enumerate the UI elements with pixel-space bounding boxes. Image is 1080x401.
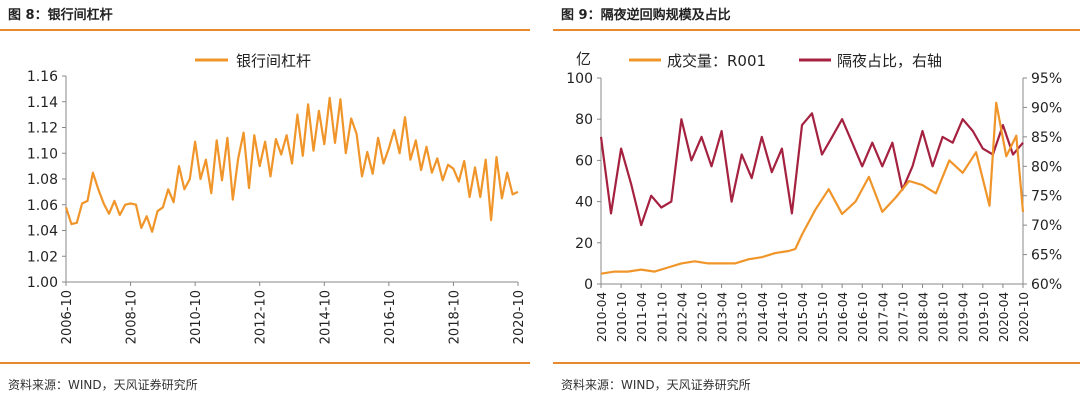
y-tick-label: 1.00 [27,275,58,291]
x-tick-label: 2014-04 [756,292,770,342]
x-tick-label: 2017-10 [896,292,910,342]
x-tick-label: 2013-04 [716,292,730,342]
x-tick-label: 2012-10 [695,292,709,342]
x-tick-label: 2014-10 [776,292,790,342]
leverage-chart: 1.00 1.02 1.04 1.06 1.08 1.10 1.12 1.14 1.16 2006… [27,52,527,344]
x-tick-label: 2018-04 [917,292,931,342]
figure-title: 图 9：隔夜逆回购规模及占比 [561,8,731,23]
x-tick-label: 2016-10 [383,290,398,344]
right-y-tick-label: 85% [1031,130,1062,146]
x-tick-label: 2017-04 [876,292,890,342]
source-rule [0,362,530,364]
x-tick-label: 2012-04 [675,292,689,342]
x-tick-label: 2010-10 [189,290,204,344]
left-axis-unit: 亿 [576,50,591,68]
x-tick-label: 2015-04 [796,292,810,342]
y-tick-label: 1.04 [27,224,58,240]
x-tick-label: 2014-10 [318,290,333,344]
left-y-tick-label: 100 [566,71,593,87]
x-tick-label: 2013-10 [736,292,750,342]
right-y-tick-label: 65% [1031,248,1062,264]
x-tick-label: 2018-10 [447,290,462,344]
series-line-r001-volume [600,101,1025,275]
y-tick-label: 1.02 [27,249,58,265]
left-y-tick-label: 60 [575,153,593,169]
legend-label-leverage: 银行间杠杆 [236,52,311,70]
right-y-tick-label: 95% [1031,71,1062,87]
right-y-tick-label: 75% [1031,189,1062,205]
left-y-tick-label: 40 [575,195,593,211]
x-tick-label: 2020-10 [1017,292,1031,342]
y-tick-label: 1.16 [27,69,58,85]
y-tick-label: 1.10 [27,146,58,162]
x-tick-label: 2011-10 [655,292,669,342]
x-tick-label: 2020-04 [997,292,1011,342]
title-rule [553,29,1080,31]
right-y-tick-label: 70% [1031,218,1062,234]
figure-title: 图 8：银行间杠杆 [8,8,113,23]
x-tick-label: 2019-04 [957,292,971,342]
y-tick-label: 1.14 [27,95,58,111]
x-tick-label: 2008-10 [125,290,140,344]
y-tick-label: 1.12 [27,121,58,137]
x-tick-label: 2006-10 [60,290,75,344]
figure-8-panel: 图 8：银行间杠杆 1.00 1.02 1.04 1.06 1.08 1.10 1.12 1.… [0,0,530,401]
left-y-tick-label: 0 [584,277,593,293]
y-tick-label: 1.08 [27,172,58,188]
source-note: 资料来源：WIND，天风证券研究所 [561,378,751,392]
x-tick-label: 2010-04 [595,292,609,342]
left-y-tick-label: 20 [575,236,593,252]
x-tick-label: 2011-04 [635,292,649,342]
source-rule [553,362,1080,364]
x-tick-label: 2016-04 [836,292,850,342]
y-tick-label: 1.06 [27,198,58,214]
x-tick-label: 2010-10 [615,292,629,342]
right-y-tick-label: 80% [1031,159,1062,175]
left-y-tick-label: 80 [575,112,593,128]
x-tick-label: 2020-10 [512,290,527,344]
x-tick-label: 2018-10 [937,292,951,342]
x-tick-label: 2019-10 [977,292,991,342]
x-tick-label: 2016-10 [856,292,870,342]
right-y-tick-label: 90% [1031,100,1062,116]
series-line-leverage [64,96,519,233]
reverse-repo-chart: 亿 0 20 40 60 80 100 60% 65% 70% 75% 80% 85% 90% 95% 201… [566,50,1062,342]
x-tick-label: 2012-10 [254,290,269,344]
legend-label-overnight-share: 隔夜占比，右轴 [837,52,942,70]
source-note: 资料来源：WIND，天风证券研究所 [8,378,198,392]
figure-9-panel: 图 9：隔夜逆回购规模及占比 亿 0 20 40 60 80 100 60% 65% 70% 75%… [553,0,1080,401]
title-rule [0,29,530,31]
series-line-overnight-share [599,112,1024,227]
legend-label-r001: 成交量：R001 [667,52,766,70]
x-tick-label: 2015-10 [816,292,830,342]
right-y-tick-label: 60% [1031,277,1062,293]
